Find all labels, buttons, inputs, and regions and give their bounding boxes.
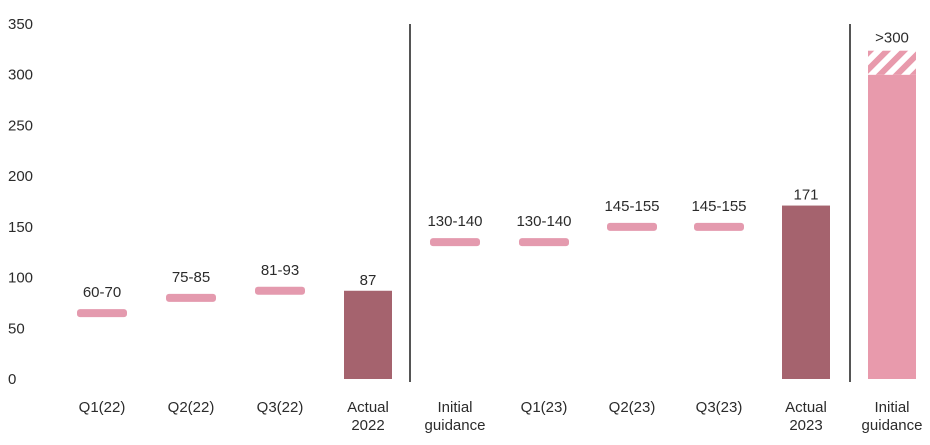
- range-marker-8: [694, 222, 744, 231]
- x-category-label-1: Q1(22): [79, 399, 126, 416]
- range-marker-1: [77, 309, 127, 318]
- x-category-label-8: Q3(23): [696, 399, 743, 416]
- range-marker-2: [166, 293, 216, 302]
- y-tick-label-200: 200: [8, 168, 33, 185]
- x-category-label-6: Q1(23): [521, 399, 568, 416]
- data-label-6: 130-140: [516, 213, 571, 230]
- x-category-label-5-line-1: Initial: [437, 399, 472, 416]
- data-label-2: 75-85: [172, 269, 210, 286]
- y-tick-label-300: 300: [8, 67, 33, 84]
- data-label-7: 145-155: [604, 198, 659, 215]
- y-axis: 0 50 100 150 200 250 300 350: [8, 16, 33, 388]
- y-tick-label-50: 50: [8, 320, 25, 337]
- data-label-5: 130-140: [427, 213, 482, 230]
- x-category-label-3: Q3(22): [257, 399, 304, 416]
- range-marker-6: [519, 238, 569, 247]
- range-marker-3: [255, 286, 305, 295]
- actual-bar-4: [344, 290, 392, 379]
- x-category-label-10-line-1: Initial: [874, 399, 909, 416]
- x-category-label-4-line-1: Actual: [347, 399, 389, 416]
- data-label-9: 171: [793, 187, 818, 204]
- x-category-label-9-line-1: Actual: [785, 399, 827, 416]
- data-label-1: 60-70: [83, 284, 121, 301]
- y-tick-label-150: 150: [8, 219, 33, 236]
- x-axis: Q1(22) Q2(22) Q3(22) Actual2022Initialguida…: [79, 399, 923, 434]
- y-tick-label-100: 100: [8, 270, 33, 287]
- y-tick-label-350: 350: [8, 16, 33, 33]
- y-tick-label-250: 250: [8, 117, 33, 134]
- actual-bar-9: [782, 205, 830, 379]
- x-category-label-10-line-2: guidance: [862, 417, 923, 434]
- range-marker-7: [607, 222, 657, 231]
- data-label-3: 81-93: [261, 262, 299, 279]
- y-tick-label-0: 0: [8, 371, 16, 388]
- data-label-8: 145-155: [691, 198, 746, 215]
- guidance-bar: [868, 74, 916, 379]
- x-category-label-9-line-2: 2023: [789, 417, 822, 434]
- data-label-10: >300: [875, 30, 909, 47]
- x-category-label-2: Q2(22): [168, 399, 215, 416]
- guidance-bar-hatched-cap: [868, 50, 916, 75]
- x-category-label-5-line-2: guidance: [425, 417, 486, 434]
- x-category-label-7: Q2(23): [609, 399, 656, 416]
- range-marker-5: [430, 238, 480, 247]
- x-category-label-4-line-2: 2022: [351, 417, 384, 434]
- plot-area: 60-70 75-85 81-93 87 130-140 130-140 145-155 14…: [77, 24, 916, 382]
- data-label-4: 87: [360, 272, 377, 289]
